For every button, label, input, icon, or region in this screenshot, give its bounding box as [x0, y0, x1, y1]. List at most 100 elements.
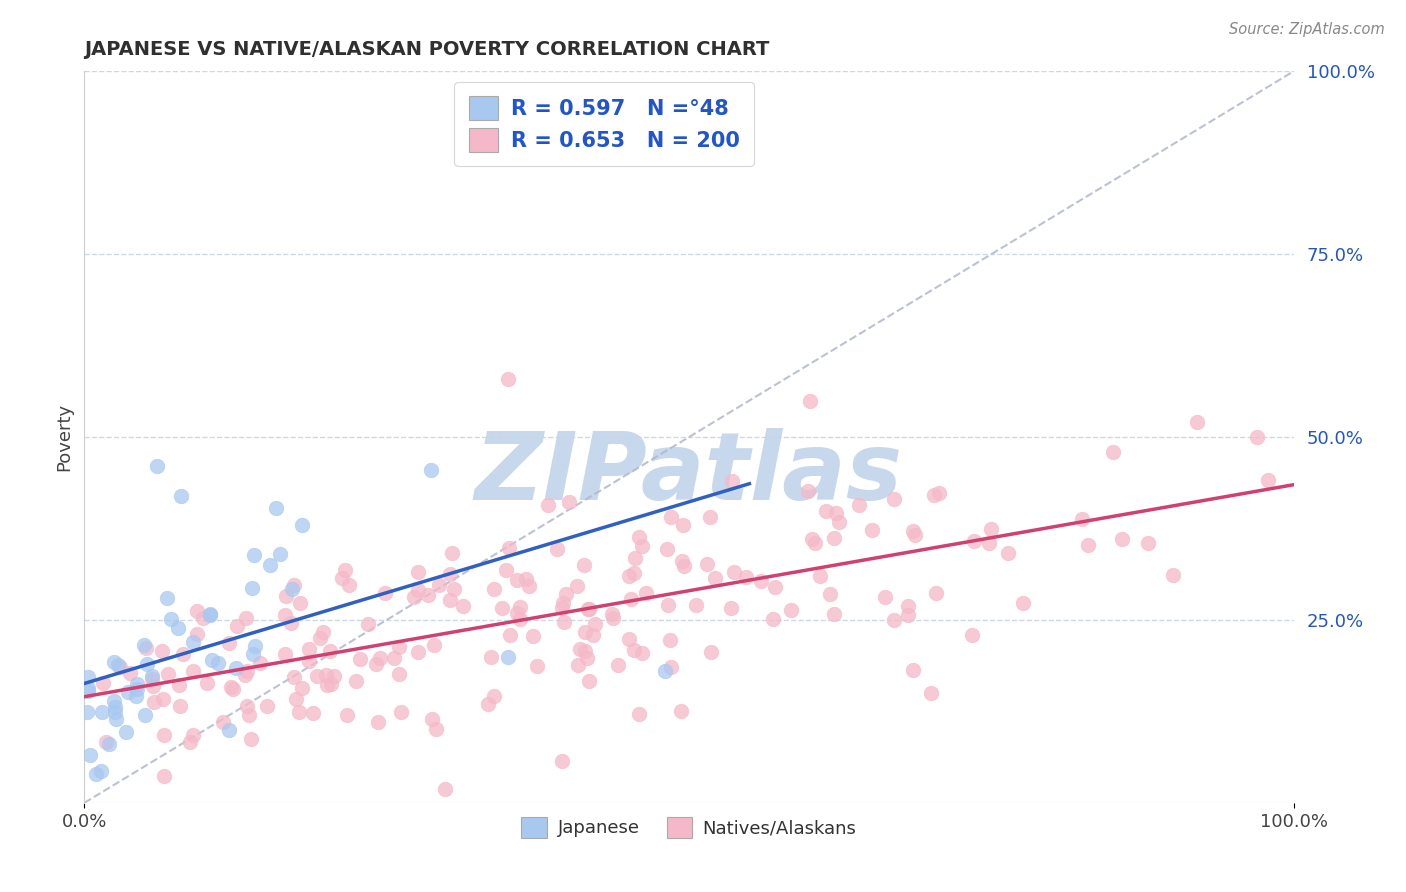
Point — [402, 590, 425, 604]
Point — [780, 603, 803, 617]
Point — [685, 599, 707, 613]
Point — [283, 669, 305, 683]
Point — [191, 611, 214, 625]
Point — [274, 608, 297, 623]
Point — [86, 766, 108, 780]
Point — [519, 579, 541, 593]
Point — [312, 625, 335, 640]
Point — [980, 522, 1002, 536]
Point — [135, 657, 157, 671]
Point — [367, 714, 389, 729]
Point — [172, 648, 194, 662]
Point — [484, 582, 506, 597]
Point — [1257, 473, 1279, 487]
Point — [671, 554, 693, 568]
Point — [672, 559, 695, 574]
Point — [699, 645, 721, 659]
Point — [439, 567, 461, 582]
Point — [699, 509, 721, 524]
Point — [117, 684, 139, 698]
Point — [107, 657, 129, 672]
Point — [814, 504, 837, 518]
Point — [860, 524, 883, 538]
Point — [235, 611, 257, 625]
Point — [657, 598, 679, 612]
Point — [883, 613, 905, 627]
Point — [349, 651, 371, 665]
Point — [249, 656, 271, 670]
Point — [848, 498, 870, 512]
Point — [280, 615, 302, 630]
Point — [582, 627, 605, 641]
Point — [77, 681, 100, 696]
Point — [315, 668, 337, 682]
Point — [90, 764, 112, 778]
Text: ZIPatlas: ZIPatlas — [475, 427, 903, 520]
Point — [803, 536, 825, 550]
Point — [146, 459, 169, 474]
Point — [551, 596, 574, 610]
Point — [108, 660, 131, 674]
Point — [416, 588, 439, 602]
Point — [762, 611, 785, 625]
Point — [897, 608, 920, 623]
Point — [623, 566, 645, 580]
Point — [186, 627, 208, 641]
Point — [159, 612, 181, 626]
Point — [920, 686, 942, 700]
Point — [141, 673, 163, 687]
Point — [179, 735, 201, 749]
Point — [284, 691, 307, 706]
Point — [439, 592, 461, 607]
Point — [104, 700, 127, 714]
Point — [578, 601, 600, 615]
Point — [505, 607, 527, 621]
Point — [153, 768, 176, 782]
Point — [482, 689, 505, 703]
Point — [617, 632, 640, 646]
Point — [441, 546, 464, 560]
Point — [578, 674, 600, 689]
Point — [1161, 567, 1184, 582]
Point — [1185, 416, 1208, 430]
Point — [627, 530, 650, 544]
Point — [496, 649, 519, 664]
Point — [423, 638, 446, 652]
Point — [567, 657, 589, 672]
Point — [201, 653, 224, 667]
Point — [134, 638, 156, 652]
Point — [103, 656, 125, 670]
Point — [669, 705, 692, 719]
Point — [620, 592, 643, 607]
Point — [125, 677, 148, 691]
Point — [233, 667, 256, 681]
Point — [551, 754, 574, 768]
Point — [152, 692, 174, 706]
Point — [825, 506, 848, 520]
Point — [627, 706, 650, 721]
Point — [218, 636, 240, 650]
Point — [749, 574, 772, 588]
Point — [374, 586, 396, 600]
Point — [623, 642, 645, 657]
Legend: Japanese, Natives/Alaskans: Japanese, Natives/Alaskans — [515, 810, 863, 845]
Point — [94, 734, 117, 748]
Point — [797, 484, 820, 499]
Text: Source: ZipAtlas.com: Source: ZipAtlas.com — [1229, 22, 1385, 37]
Point — [125, 682, 148, 697]
Point — [443, 582, 465, 596]
Point — [654, 664, 676, 678]
Point — [264, 501, 287, 516]
Point — [818, 587, 841, 601]
Point — [91, 675, 114, 690]
Point — [153, 728, 176, 742]
Point — [344, 674, 367, 689]
Point — [141, 669, 163, 683]
Point — [499, 628, 522, 642]
Point — [491, 601, 513, 615]
Point — [823, 531, 845, 545]
Point — [181, 634, 204, 648]
Point — [335, 563, 357, 577]
Point — [118, 666, 141, 681]
Point — [384, 650, 406, 665]
